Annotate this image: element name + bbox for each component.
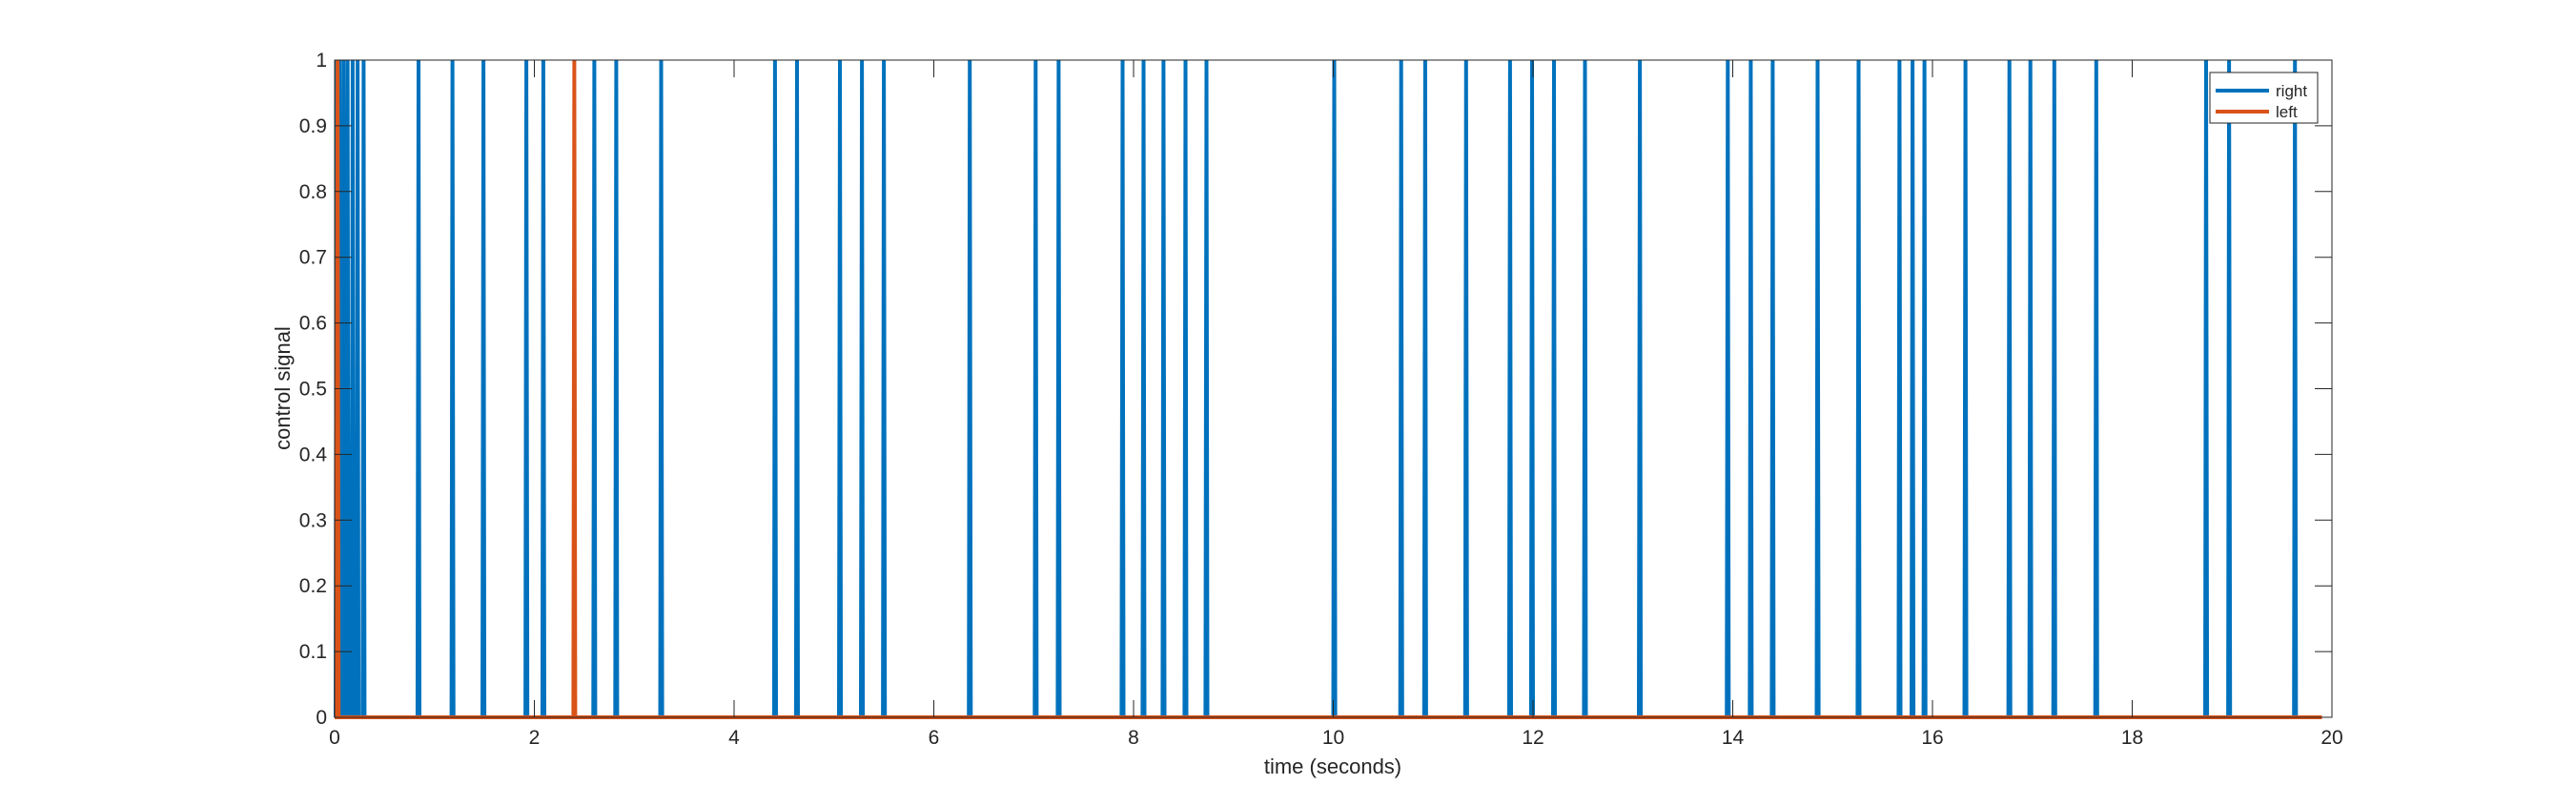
legend-box bbox=[2209, 72, 2319, 124]
x-tick-label: 0 bbox=[329, 727, 340, 749]
y-tick-label: 0.3 bbox=[299, 509, 327, 531]
tick-layer: 0 2 4 6 8 10 12 14 16 18 20 0 0.1 0.2 0.3 0.4 0.5 0.6 0.7 0… bbox=[299, 50, 2343, 749]
y-tick-label: 0.1 bbox=[299, 641, 327, 663]
x-tick-label: 4 bbox=[728, 727, 740, 749]
x-tick-label: 8 bbox=[1128, 727, 1139, 749]
y-tick-label: 0.4 bbox=[299, 444, 328, 465]
x-tick-label: 20 bbox=[2320, 727, 2342, 749]
x-tick-label: 16 bbox=[1921, 727, 1943, 749]
legend-label-left: left bbox=[2276, 103, 2298, 121]
x-axis-label: time (seconds) bbox=[1264, 754, 1401, 778]
y-tick-label: 0.6 bbox=[299, 313, 327, 335]
y-tick-label: 0.9 bbox=[299, 115, 327, 137]
x-tick-label: 14 bbox=[1722, 727, 1745, 749]
x-tick-label: 18 bbox=[2121, 727, 2143, 749]
y-axis-label: control signal bbox=[271, 326, 295, 450]
legend: right left bbox=[2209, 72, 2319, 124]
x-tick-label: 12 bbox=[1522, 727, 1544, 749]
y-tick-label: 0.7 bbox=[299, 247, 327, 269]
y-tick-label: 0.8 bbox=[299, 181, 327, 203]
legend-label-right: right bbox=[2276, 82, 2307, 100]
y-tick-label: 0 bbox=[316, 707, 327, 729]
y-tick-label: 0.5 bbox=[299, 379, 327, 401]
x-tick-label: 6 bbox=[929, 727, 940, 749]
x-tick-label: 10 bbox=[1322, 727, 1344, 749]
y-tick-label: 0.2 bbox=[299, 575, 327, 597]
y-tick-label: 1 bbox=[316, 50, 327, 72]
x-tick-label: 2 bbox=[529, 727, 541, 749]
